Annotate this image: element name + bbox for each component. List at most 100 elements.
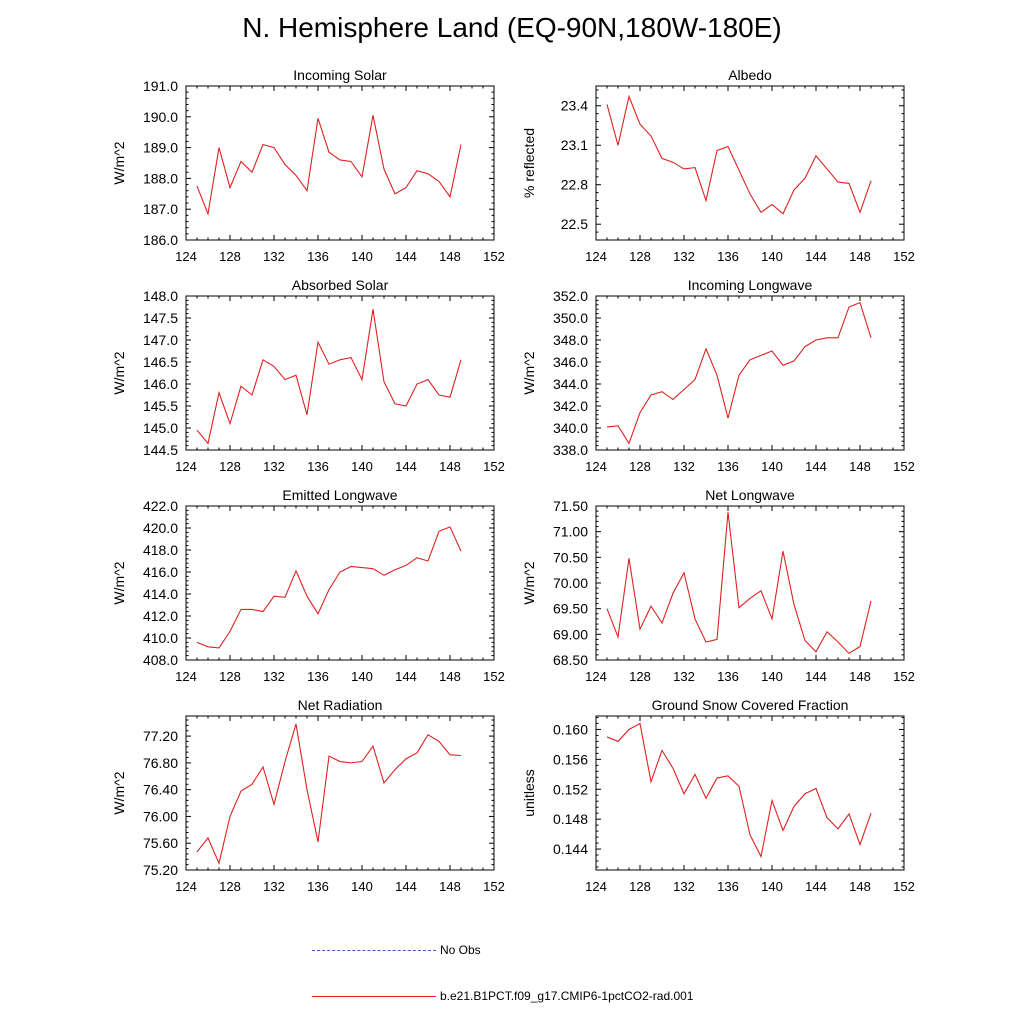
y-tick-label: 23.4	[561, 98, 588, 114]
y-tick-label: 147.0	[143, 332, 178, 348]
y-tick-label: 344.0	[553, 376, 588, 392]
panel-net-radiation: Net Radiation W/m^2 124 128 132 136 140 144 148 1…	[111, 697, 505, 894]
y-axis-label: W/m^2	[111, 771, 127, 814]
plot-frame	[185, 295, 495, 451]
plot-frame	[595, 85, 905, 241]
x-tick-label: 152	[483, 669, 505, 684]
x-tick-label: 128	[629, 879, 651, 894]
y-tick-label: 0.144	[553, 841, 588, 857]
x-tick-label: 124	[175, 459, 197, 474]
y-axis-label: % reflected	[521, 128, 537, 198]
y-tick-label: 188.0	[143, 170, 178, 186]
x-tick-label: 132	[263, 249, 285, 264]
x-tick-label: 136	[717, 249, 739, 264]
x-tick-label: 152	[483, 459, 505, 474]
x-tick-label: 140	[761, 669, 783, 684]
plot-frame	[185, 505, 495, 661]
x-tick-label: 144	[395, 669, 417, 684]
y-tick-label: 69.00	[553, 626, 588, 642]
x-tick-label: 128	[219, 459, 241, 474]
x-tick-label: 144	[805, 879, 827, 894]
y-axis-label: W/m^2	[111, 561, 127, 604]
plot-frame	[595, 715, 905, 871]
x-tick-label: 140	[761, 459, 783, 474]
y-tick-label: 340.0	[553, 420, 588, 436]
x-tick-label: 128	[629, 669, 651, 684]
legend-line-solid	[312, 996, 436, 998]
x-tick-label: 136	[307, 669, 329, 684]
x-tick-label: 148	[849, 249, 871, 264]
x-tick-label: 144	[805, 669, 827, 684]
y-tick-label: 189.0	[143, 140, 178, 156]
x-tick-label: 140	[351, 879, 373, 894]
panel-title: Emitted Longwave	[282, 487, 397, 503]
y-tick-label: 76.80	[143, 755, 178, 771]
x-tick-label: 144	[805, 249, 827, 264]
panel-title: Absorbed Solar	[292, 277, 389, 293]
series-line-0	[606, 722, 872, 859]
x-tick-label: 152	[893, 879, 915, 894]
x-tick-label: 152	[893, 669, 915, 684]
panel-title: Incoming Solar	[293, 67, 387, 83]
y-tick-label: 348.0	[553, 332, 588, 348]
x-tick-label: 152	[893, 249, 915, 264]
y-tick-label: 68.50	[553, 652, 588, 668]
x-tick-label: 144	[395, 459, 417, 474]
y-tick-label: 346.0	[553, 354, 588, 370]
x-tick-label: 136	[717, 669, 739, 684]
y-tick-label: 420.0	[143, 520, 178, 536]
y-axis-label: W/m^2	[111, 141, 127, 184]
y-tick-label: 75.60	[143, 835, 178, 851]
y-tick-label: 191.0	[143, 78, 178, 94]
x-tick-label: 128	[219, 879, 241, 894]
y-axis-label: W/m^2	[521, 351, 537, 394]
x-tick-label: 124	[585, 879, 607, 894]
y-tick-label: 418.0	[143, 542, 178, 558]
y-tick-label: 190.0	[143, 109, 178, 125]
x-tick-label: 140	[351, 249, 373, 264]
series-line-0	[606, 94, 872, 215]
x-tick-label: 140	[351, 459, 373, 474]
x-tick-label: 124	[175, 249, 197, 264]
series-line-0	[196, 309, 462, 445]
x-tick-label: 144	[805, 459, 827, 474]
x-tick-label: 136	[717, 459, 739, 474]
y-tick-label: 338.0	[553, 442, 588, 458]
x-tick-label: 132	[263, 459, 285, 474]
y-axis-label: unitless	[521, 769, 537, 816]
y-axis-label: W/m^2	[111, 351, 127, 394]
panel-emitted-longwave: Emitted Longwave W/m^2 124 128 132 136 140 144 1…	[111, 487, 505, 684]
x-tick-label: 128	[629, 459, 651, 474]
y-tick-label: 410.0	[143, 630, 178, 646]
y-tick-label: 187.0	[143, 201, 178, 217]
x-tick-label: 148	[849, 879, 871, 894]
y-tick-label: 147.5	[143, 310, 178, 326]
x-tick-label: 144	[395, 879, 417, 894]
y-tick-label: 146.0	[143, 376, 178, 392]
panel-title: Net Longwave	[705, 487, 795, 503]
x-tick-label: 124	[175, 669, 197, 684]
x-tick-label: 132	[673, 669, 695, 684]
series-line-0	[196, 526, 462, 649]
y-tick-label: 408.0	[143, 652, 178, 668]
x-tick-label: 136	[717, 879, 739, 894]
y-tick-label: 0.156	[553, 751, 588, 767]
y-tick-label: 0.160	[553, 721, 588, 737]
y-tick-label: 0.152	[553, 781, 588, 797]
y-tick-label: 23.1	[561, 137, 588, 153]
x-tick-label: 128	[219, 669, 241, 684]
y-tick-label: 352.0	[553, 288, 588, 304]
y-tick-label: 77.20	[143, 728, 178, 744]
x-tick-label: 132	[263, 879, 285, 894]
x-tick-label: 140	[761, 249, 783, 264]
x-tick-label: 140	[351, 669, 373, 684]
x-tick-label: 144	[395, 249, 417, 264]
panel-title: Net Radiation	[298, 697, 383, 713]
legend-item-run: b.e21.B1PCT.f09_g17.CMIP6-1pctCO2-rad.00…	[312, 989, 693, 1003]
y-tick-label: 0.148	[553, 811, 588, 827]
legend-label-run: b.e21.B1PCT.f09_g17.CMIP6-1pctCO2-rad.00…	[440, 989, 694, 1003]
x-tick-label: 132	[673, 879, 695, 894]
y-tick-label: 416.0	[143, 564, 178, 580]
x-tick-label: 152	[483, 879, 505, 894]
y-axis-label: W/m^2	[521, 561, 537, 604]
